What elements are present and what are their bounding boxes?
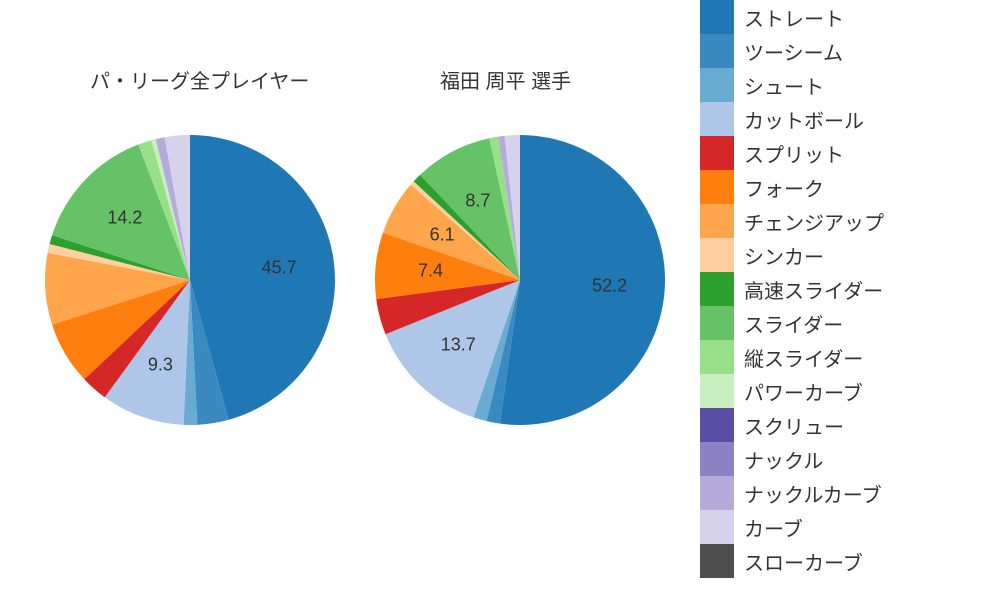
- legend-label: シュート: [744, 71, 824, 100]
- legend-item: ナックルカーブ: [700, 476, 980, 510]
- legend-label: スローカーブ: [744, 547, 863, 576]
- legend-swatch: [700, 0, 734, 34]
- legend-swatch: [700, 374, 734, 408]
- legend-swatch: [700, 204, 734, 238]
- pie-chart-player: 52.213.77.46.18.7: [373, 133, 667, 427]
- legend-label: スクリュー: [744, 411, 844, 440]
- legend: ストレートツーシームシュートカットボールスプリットフォークチェンジアップシンカー…: [700, 0, 980, 578]
- legend-item: ツーシーム: [700, 34, 980, 68]
- legend-item: カットボール: [700, 102, 980, 136]
- legend-item: ナックル: [700, 442, 980, 476]
- legend-item: 縦スライダー: [700, 340, 980, 374]
- legend-item: パワーカーブ: [700, 374, 980, 408]
- chart-stage: パ・リーグ全プレイヤー 福田 周平 選手 45.79.314.2 52.213.…: [0, 0, 1000, 600]
- legend-swatch: [700, 408, 734, 442]
- legend-label: ツーシーム: [744, 37, 843, 66]
- legend-label: ナックル: [744, 445, 823, 474]
- legend-swatch: [700, 136, 734, 170]
- legend-item: シュート: [700, 68, 980, 102]
- legend-label: スプリット: [744, 139, 844, 168]
- legend-label: ストレート: [744, 3, 844, 32]
- legend-swatch: [700, 34, 734, 68]
- chart-title-league: パ・リーグ全プレイヤー: [90, 65, 309, 94]
- legend-label: 縦スライダー: [744, 343, 863, 372]
- legend-swatch: [700, 442, 734, 476]
- legend-swatch: [700, 340, 734, 374]
- legend-item: シンカー: [700, 238, 980, 272]
- legend-item: チェンジアップ: [700, 204, 980, 238]
- legend-swatch: [700, 170, 734, 204]
- legend-swatch: [700, 102, 734, 136]
- legend-label: フォーク: [744, 173, 824, 202]
- legend-swatch: [700, 544, 734, 578]
- legend-item: スクリュー: [700, 408, 980, 442]
- legend-swatch: [700, 306, 734, 340]
- legend-label: 高速スライダー: [744, 275, 883, 304]
- legend-item: フォーク: [700, 170, 980, 204]
- legend-label: パワーカーブ: [744, 377, 863, 406]
- legend-item: ストレート: [700, 0, 980, 34]
- legend-label: カットボール: [744, 105, 864, 134]
- legend-label: カーブ: [744, 513, 803, 542]
- legend-swatch: [700, 238, 734, 272]
- legend-item: スライダー: [700, 306, 980, 340]
- legend-item: 高速スライダー: [700, 272, 980, 306]
- legend-swatch: [700, 510, 734, 544]
- legend-swatch: [700, 68, 734, 102]
- legend-item: スローカーブ: [700, 544, 980, 578]
- legend-label: ナックルカーブ: [744, 479, 882, 508]
- legend-label: シンカー: [744, 241, 824, 270]
- legend-swatch: [700, 272, 734, 306]
- legend-label: スライダー: [744, 309, 843, 338]
- pie-slice-straight: [500, 135, 665, 425]
- legend-label: チェンジアップ: [744, 207, 884, 236]
- legend-swatch: [700, 476, 734, 510]
- pie-chart-league: 45.79.314.2: [43, 133, 337, 427]
- legend-item: カーブ: [700, 510, 980, 544]
- legend-item: スプリット: [700, 136, 980, 170]
- chart-title-player: 福田 周平 選手: [440, 65, 571, 94]
